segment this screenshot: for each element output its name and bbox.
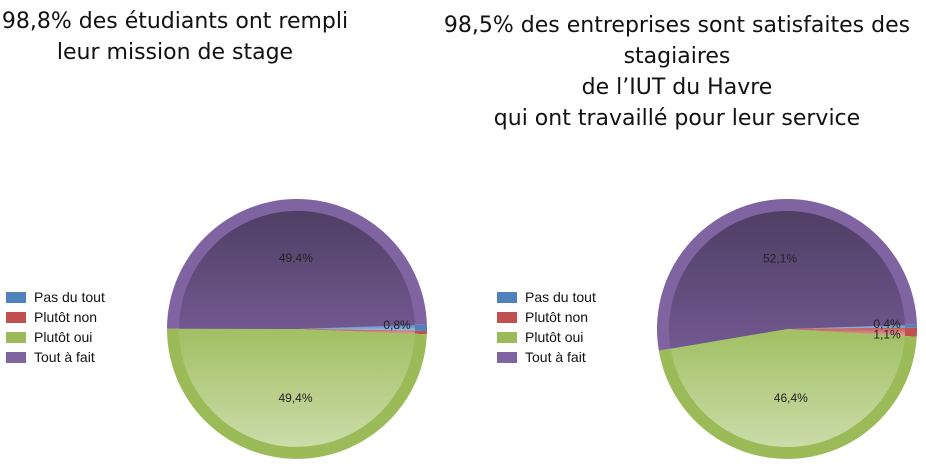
slice-value-label: 46,4% [774,391,808,405]
legend-label: Plutôt non [34,309,98,325]
legend-swatch [497,351,517,363]
legend-swatch [497,311,517,323]
chart-title-line: stagiaires [623,44,731,69]
legend-item: Plutôt oui [6,327,105,347]
legend-item: Pas du tout [497,287,596,307]
legend-label: Plutôt oui [34,329,93,345]
legend-label: Tout à fait [525,349,586,365]
pie-slice [178,328,415,447]
legend-label: Plutôt oui [525,329,584,345]
chart-title-line: 98,8% des étudiants ont rempli [1,9,349,34]
chart-title-left: 98,8% des étudiants ont rempli leur miss… [0,6,350,68]
slice-value-label: 1,1% [873,328,901,342]
legend-item: Plutôt non [6,307,105,327]
legend-swatch [6,331,26,343]
legend-item: Tout à fait [497,347,596,367]
legend-label: Pas du tout [34,289,105,305]
slice-value-label: 0,8% [383,318,411,332]
chart-title-line: qui ont travaillé pour leur service [493,106,861,131]
slice-value-label: 49,4% [278,391,312,405]
legend-label: Tout à fait [34,349,95,365]
legend-item: Pas du tout [6,287,105,307]
legend-swatch [6,291,26,303]
pie-slice [179,210,415,329]
chart-title-right: 98,5% des entreprises sont satisfaites d… [432,10,922,134]
legend-swatch [6,311,26,323]
legend-swatch [6,351,26,363]
legend-swatch [497,291,517,303]
legend-label: Pas du tout [525,289,596,305]
pie-slice [787,327,905,336]
pie-slice [669,211,905,349]
chart-title-line: de l’IUT du Havre [581,75,773,100]
pie-slice [787,324,905,329]
slice-value-label: 0,4% [873,317,901,331]
legend-item: Plutôt oui [497,327,596,347]
legend-item: Plutôt non [497,307,596,327]
pie-slice [670,329,905,447]
legend-swatch [497,331,517,343]
chart-title-line: leur mission de stage [56,40,294,65]
pie-slice [297,324,416,331]
chart-title-line: 98,5% des entreprises sont satisfaites d… [443,13,911,38]
slice-value-label: 52,1% [763,252,797,266]
legend-left: Pas du tout Plutôt non Plutôt oui Tout à… [6,287,105,367]
slice-value-label: 49,4% [279,251,313,265]
legend-item: Tout à fait [6,347,105,367]
pie-chart-left: 0,8% 49,4% 49,4% [166,199,427,459]
legend-right: Pas du tout Plutôt non Plutôt oui Tout à… [497,287,596,367]
pie-chart-right: 0,4%1,1% 46,4% 52,1% [656,198,917,459]
legend-label: Plutôt non [525,309,589,325]
